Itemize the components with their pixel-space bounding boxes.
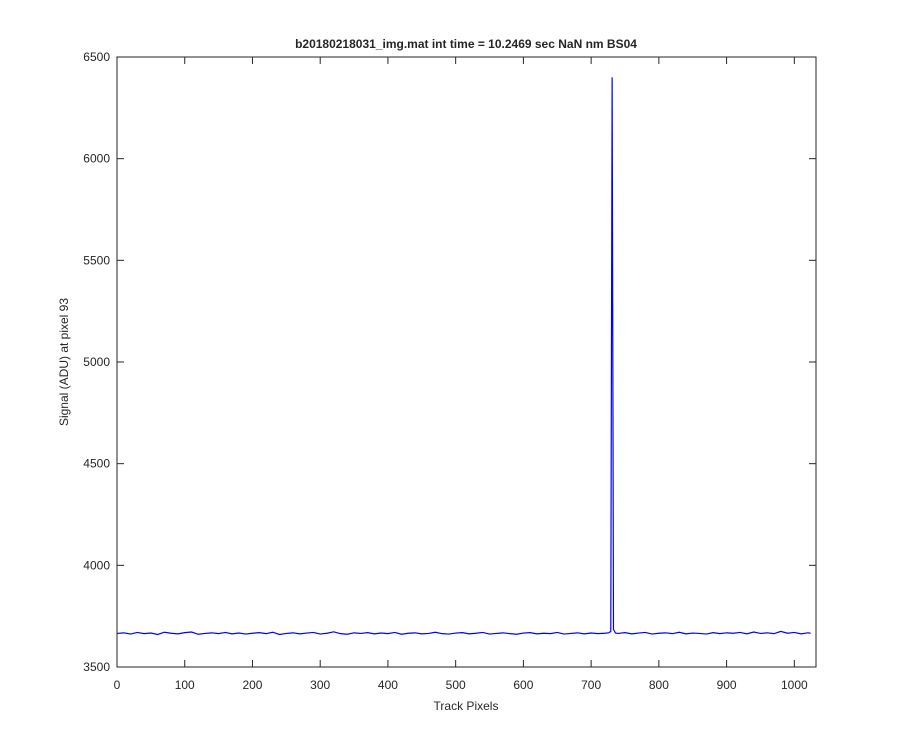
y-tick-label: 5000 bbox=[83, 355, 110, 369]
x-tick-label: 800 bbox=[649, 678, 669, 692]
x-tick-label: 900 bbox=[717, 678, 737, 692]
y-tick-label: 4000 bbox=[83, 558, 110, 572]
x-tick-label: 0 bbox=[114, 678, 121, 692]
y-tick-label: 6000 bbox=[83, 152, 110, 166]
axes-box bbox=[116, 56, 817, 668]
x-axis-label: Track Pixels bbox=[434, 699, 499, 713]
x-tick-label: 300 bbox=[310, 678, 330, 692]
chart-title: b20180218031_img.mat int time = 10.2469 … bbox=[295, 37, 637, 51]
data-line bbox=[116, 77, 811, 636]
x-tick-label: 100 bbox=[175, 678, 195, 692]
y-tick-label: 5500 bbox=[83, 253, 110, 267]
x-tick-label: 500 bbox=[446, 678, 466, 692]
x-tick-label: 1000 bbox=[781, 678, 808, 692]
y-tick-label: 4500 bbox=[83, 457, 110, 471]
x-tick-label: 600 bbox=[513, 678, 533, 692]
x-tick-label: 700 bbox=[581, 678, 601, 692]
x-tick-label: 200 bbox=[242, 678, 262, 692]
y-tick-label: 3500 bbox=[83, 660, 110, 674]
y-tick-label: 6500 bbox=[83, 50, 110, 64]
plot-area bbox=[117, 57, 816, 667]
y-axis-label: Signal (ADU) at pixel 93 bbox=[57, 298, 71, 426]
x-tick-label: 400 bbox=[378, 678, 398, 692]
